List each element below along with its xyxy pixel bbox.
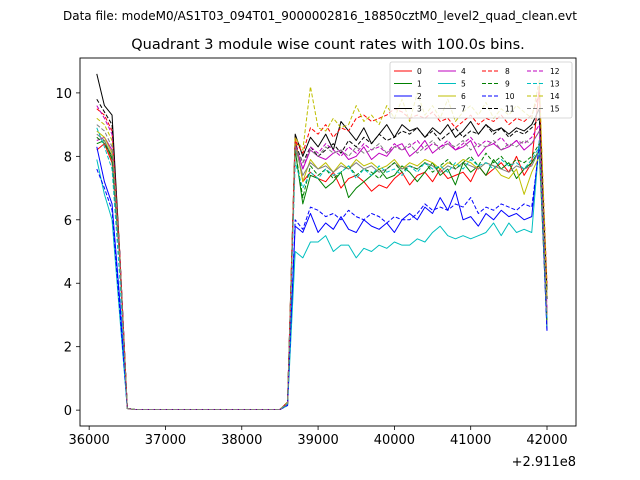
legend-label: 14 bbox=[550, 92, 560, 101]
series-line-15 bbox=[96, 124, 548, 410]
axes-frame bbox=[79, 57, 577, 427]
legend-label: 5 bbox=[461, 79, 466, 88]
x-tick-label: 41000 bbox=[450, 433, 491, 448]
x-tick-label: 36000 bbox=[68, 433, 109, 448]
series-line-12 bbox=[96, 105, 548, 410]
figure-suptitle: Data file: modeM0/AS1T03_094T01_90000028… bbox=[63, 9, 577, 23]
x-offset-label: +2.911e8 bbox=[512, 455, 576, 470]
axis-ticks: 36000 37000 38000 39000 40000 41000 42000 0 2 4 6 8… bbox=[55, 87, 567, 448]
chart-title: Quadrant 3 module wise count rates with … bbox=[131, 37, 525, 53]
legend-label: 2 bbox=[417, 92, 422, 101]
plot-area bbox=[80, 58, 576, 426]
legend-box bbox=[389, 61, 573, 119]
series-line-13 bbox=[96, 127, 548, 410]
x-tick-label: 42000 bbox=[526, 433, 567, 448]
x-tick-label: 40000 bbox=[374, 433, 415, 448]
legend-label: 10 bbox=[505, 92, 515, 101]
y-tick-label: 8 bbox=[64, 150, 72, 165]
x-tick-label: 37000 bbox=[145, 433, 186, 448]
legend-label: 1 bbox=[417, 79, 422, 88]
legend-label: 7 bbox=[461, 104, 466, 113]
legend-label: 13 bbox=[550, 79, 560, 88]
legend-label: 8 bbox=[505, 67, 510, 76]
series-layer bbox=[96, 73, 548, 410]
legend-label: 6 bbox=[461, 92, 466, 101]
legend-label: 3 bbox=[417, 104, 422, 113]
y-tick-label: 6 bbox=[64, 214, 72, 229]
legend-label: 11 bbox=[505, 104, 515, 113]
x-tick-label: 38000 bbox=[221, 433, 262, 448]
legend-label: 9 bbox=[505, 79, 510, 88]
x-tick-label: 39000 bbox=[297, 433, 338, 448]
legend-label: 4 bbox=[461, 67, 466, 76]
legend-label: 12 bbox=[550, 67, 560, 76]
y-tick-label: 4 bbox=[64, 277, 72, 292]
legend-label: 15 bbox=[550, 104, 560, 113]
legend-label: 0 bbox=[417, 67, 422, 76]
y-tick-label: 2 bbox=[64, 341, 72, 356]
series-line-10 bbox=[96, 146, 548, 410]
y-tick-label: 10 bbox=[55, 87, 72, 102]
y-tick-label: 0 bbox=[64, 404, 72, 419]
